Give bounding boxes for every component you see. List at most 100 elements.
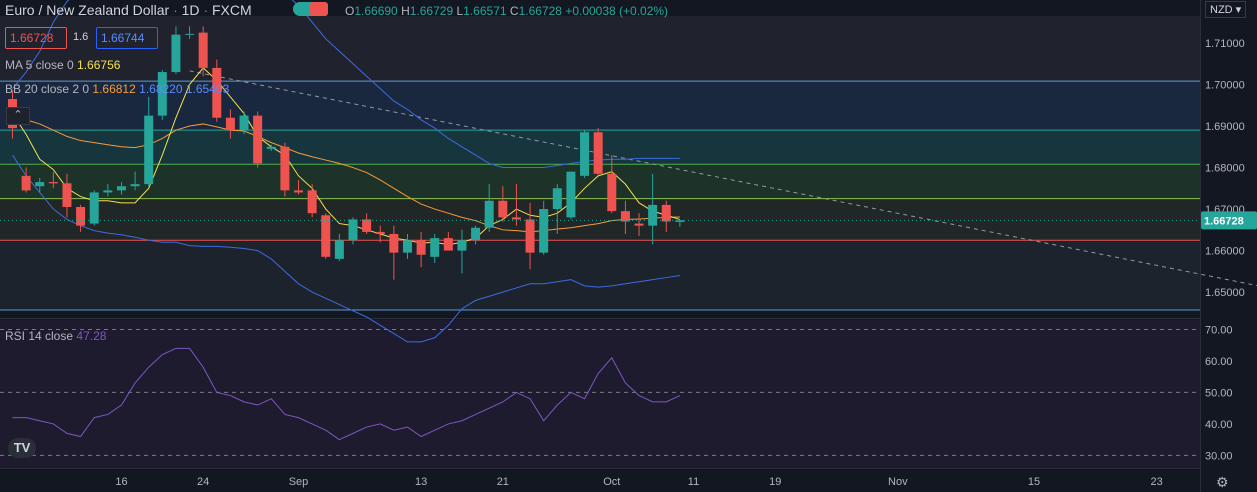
candle (648, 173, 658, 245)
time-tick-label: 16 (115, 476, 127, 488)
candle (348, 217, 358, 245)
candle (402, 233, 412, 259)
candle-body (307, 190, 317, 214)
candle (607, 155, 617, 214)
candle (471, 225, 481, 245)
tradingview-logo-icon[interactable]: TV (8, 438, 36, 458)
candle (661, 200, 671, 232)
rsi-tick-label: 50.00 (1205, 387, 1233, 399)
price-tick-label: 1.66000 (1205, 246, 1245, 258)
candle-body (580, 132, 590, 176)
candle-body (294, 190, 304, 193)
interval-label[interactable]: 1D (181, 2, 200, 18)
buy-button[interactable]: 1.66744 (96, 27, 158, 49)
bb-lower-line (12, 154, 680, 343)
candle-body (144, 115, 154, 185)
candle-body (103, 190, 113, 193)
candle-body (266, 146, 276, 149)
time-tick-label: 19 (769, 476, 781, 488)
bb-upper-line (12, 0, 680, 169)
candle (294, 179, 304, 195)
candle-body (620, 211, 630, 222)
candle (552, 184, 562, 234)
candle-body (525, 219, 535, 253)
chevron-down-icon: ▾ (1232, 4, 1242, 16)
rsi-tick-label: 60.00 (1205, 356, 1233, 368)
high-label: H (401, 4, 410, 18)
candle-body (89, 192, 99, 224)
candle (48, 171, 58, 189)
candle-body (511, 217, 521, 220)
dividend-flag-icon[interactable] (310, 2, 328, 16)
symbol-name[interactable]: Euro / New Zealand Dollar (5, 2, 170, 18)
candle (62, 173, 72, 218)
candle (321, 213, 331, 259)
rsi-label: RSI 14 close (5, 329, 74, 343)
spread-value: 1.6 (73, 31, 89, 43)
sell-button[interactable]: 1.66728 (5, 27, 67, 49)
candle (116, 182, 126, 195)
dashed-trendline (189, 70, 1257, 287)
collapse-legend-button[interactable]: ⌃ (6, 107, 30, 125)
open-label: O (345, 4, 355, 18)
fib-zone (0, 240, 1200, 310)
candle-body (225, 117, 235, 131)
candle (375, 225, 385, 243)
candle (620, 200, 630, 234)
candle (21, 167, 31, 193)
currency-selector[interactable]: NZD ▾ (1205, 1, 1247, 18)
bb-upper-value: 1.68220 (139, 82, 183, 96)
candle (566, 171, 576, 220)
candle-body (416, 240, 426, 255)
settings-gear-icon[interactable]: ⚙ (1216, 474, 1229, 490)
bb-lower-value: 1.65403 (185, 82, 230, 96)
close-value: 1.66728 (518, 4, 562, 18)
candle (185, 26, 195, 39)
candle (457, 229, 467, 274)
last-price-badge (1201, 211, 1257, 230)
ohlc-readout: O1.66690 H1.66729 L1.66571 C1.66728 +0.0… (345, 4, 668, 18)
candle-body (539, 209, 549, 253)
rsi-tick-label: 70.00 (1205, 324, 1233, 336)
price-tick-label: 1.71000 (1205, 38, 1245, 50)
bb-legend[interactable]: BB 20 close 2 0 1.66812 1.68220 1.65403 (5, 82, 229, 96)
candle-body (552, 188, 562, 210)
candle (130, 171, 140, 191)
candle-body (634, 223, 644, 226)
candle-body (593, 132, 603, 174)
candle-body (62, 183, 72, 207)
fib-zone (0, 81, 1200, 131)
candle-body (402, 240, 412, 253)
ma-legend[interactable]: MA 5 close 0 1.66756 (5, 58, 120, 72)
candle (362, 213, 372, 234)
candle-body (171, 34, 181, 73)
candle-body (185, 33, 195, 35)
candle-body (566, 171, 576, 218)
time-tick-label: 11 (688, 476, 699, 488)
rsi-line (12, 347, 681, 441)
time-tick-label: 21 (497, 476, 509, 488)
candle (443, 231, 453, 251)
bb-label: BB 20 close 2 0 (5, 82, 90, 96)
last-price-label: 1.66728 (1204, 215, 1244, 227)
candle-body (375, 231, 385, 234)
candle-body (321, 215, 331, 257)
rsi-tick-label: 40.00 (1205, 419, 1233, 431)
exchange-label: FXCM (212, 2, 252, 18)
bb-basis-value: 1.66812 (92, 82, 136, 96)
candle-body (484, 200, 494, 228)
time-tick-label: 15 (1028, 476, 1040, 488)
ma-label: MA 5 close 0 (5, 58, 74, 72)
candle (76, 204, 86, 232)
candle (35, 177, 45, 193)
candle-body (21, 175, 31, 191)
candle-body (498, 200, 508, 218)
candle (334, 233, 344, 261)
candle-body (116, 186, 126, 191)
time-tick-label: 23 (1150, 476, 1162, 488)
candle (511, 184, 521, 226)
candle-body (157, 72, 167, 116)
candle (225, 109, 235, 139)
rsi-legend[interactable]: RSI 14 close 47.28 (5, 329, 106, 343)
